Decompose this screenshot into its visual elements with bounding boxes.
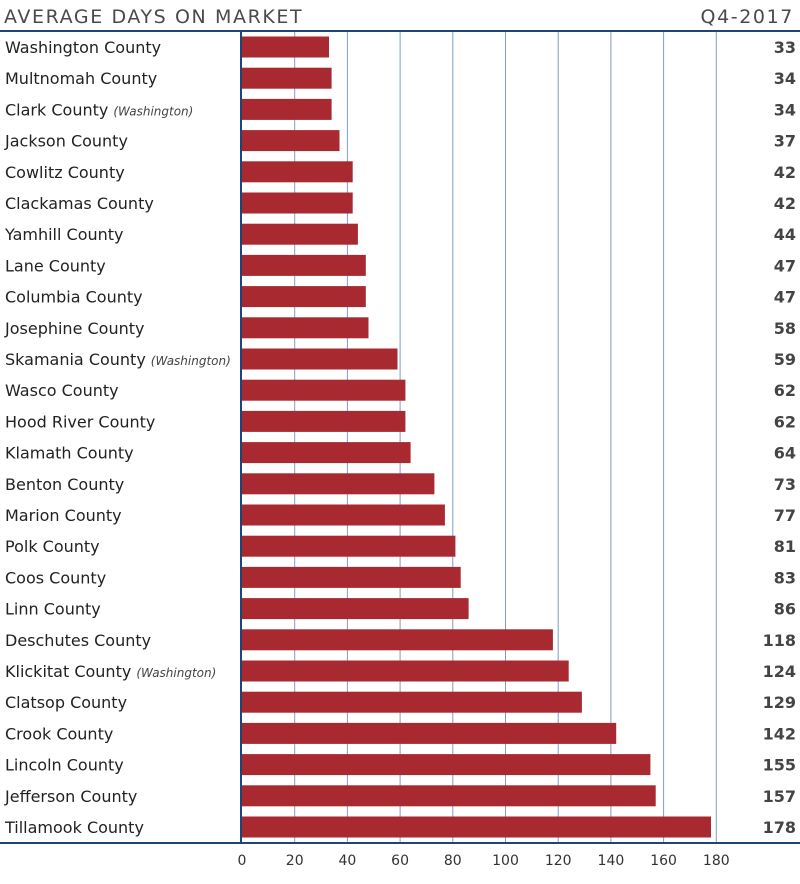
x-tick-label: 100 [492, 853, 519, 869]
bar-klickitat-county [242, 660, 569, 682]
category-note: (Washington) [136, 666, 216, 680]
category-label: Yamhill County [4, 225, 124, 244]
value-label: 124 [763, 662, 796, 681]
category-label: Clark County (Washington) [5, 100, 193, 119]
bar-wasco-county [242, 379, 406, 401]
category-labels: Washington County Multnomah County Clark C… [4, 38, 231, 837]
bar-lane-county [242, 254, 366, 276]
category-note: (Washington) [113, 104, 193, 118]
category-label: Jackson County [4, 132, 128, 151]
value-label: 62 [774, 412, 796, 431]
category-label: Multnomah County [5, 69, 157, 88]
x-tick-label: 20 [286, 853, 304, 869]
value-label: 44 [774, 225, 796, 244]
value-label: 129 [763, 693, 796, 712]
category-label: Wasco County [5, 381, 119, 400]
value-label: 58 [774, 319, 796, 338]
category-note: (Washington) [151, 354, 231, 368]
category-label: Lincoln County [5, 756, 124, 775]
value-label: 77 [774, 506, 796, 525]
value-label: 62 [774, 381, 796, 400]
category-label: Clatsop County [5, 693, 127, 712]
category-label: Marion County [5, 506, 122, 525]
value-label: 118 [763, 631, 796, 650]
x-tick-label: 0 [238, 853, 247, 869]
bar-multnomah-county [242, 67, 332, 89]
value-label: 47 [774, 288, 796, 307]
bar-benton-county [242, 473, 435, 495]
gridlines [294, 32, 717, 843]
value-label: 34 [774, 100, 796, 119]
category-label: Coos County [5, 568, 106, 587]
x-tick-label: 180 [703, 853, 730, 869]
bar-clatsop-county [242, 691, 582, 713]
category-label: Lane County [5, 256, 106, 275]
bar-deschutes-county [242, 629, 553, 651]
value-label: 34 [774, 69, 796, 88]
value-label: 86 [774, 600, 796, 619]
bar-skamania-county [242, 348, 398, 370]
category-label: Clackamas County [5, 194, 154, 213]
bar-polk-county [242, 535, 456, 557]
category-label: Cowlitz County [5, 163, 125, 182]
bar-columbia-county [242, 286, 366, 308]
category-label: Josephine County [4, 319, 144, 338]
bar-cowlitz-county [242, 161, 353, 183]
bar-marion-county [242, 504, 445, 526]
value-label: 157 [763, 787, 796, 806]
category-label: Deschutes County [5, 631, 151, 650]
x-tick-label: 80 [444, 853, 462, 869]
category-label: Skamania County (Washington) [5, 350, 231, 369]
value-label: 33 [774, 38, 796, 57]
bar-clark-county [242, 98, 332, 120]
bar-washington-county [242, 36, 329, 58]
bar-hood-river-county [242, 410, 406, 432]
x-tick-label: 160 [650, 853, 677, 869]
value-label: 73 [774, 475, 796, 494]
category-label: Crook County [5, 724, 113, 743]
bar-klamath-county [242, 442, 411, 464]
bar-clackamas-county [242, 192, 353, 214]
bar-lincoln-county [242, 754, 651, 776]
chart-period: Q4-2017 [701, 6, 794, 28]
value-label: 155 [763, 756, 796, 775]
value-label: 142 [763, 724, 796, 743]
category-label: Polk County [5, 537, 100, 556]
x-tick-label: 120 [545, 853, 572, 869]
value-label: 81 [774, 537, 796, 556]
x-tick-label: 60 [391, 853, 409, 869]
value-label: 37 [774, 132, 796, 151]
category-label: Jefferson County [4, 787, 137, 806]
bar-jackson-county [242, 130, 340, 152]
chart-title: AVERAGE DAYS ON MARKET [4, 6, 303, 28]
bar-jefferson-county [242, 785, 656, 807]
category-label: Columbia County [5, 288, 143, 307]
value-labels: 33 34 34 37 42 42 44 47 47 58 59 62 62 64 73 77 81 83 86 11… [763, 38, 796, 837]
value-label: 64 [774, 444, 796, 463]
category-label: Klamath County [5, 444, 134, 463]
x-axis-ticks: 0 20 40 60 80 100 120 140 160 180 [238, 853, 730, 869]
bars [242, 36, 711, 838]
category-label: Klickitat County (Washington) [5, 662, 216, 681]
value-label: 178 [763, 818, 796, 837]
value-label: 47 [774, 256, 796, 275]
bar-linn-county [242, 598, 469, 620]
category-label: Washington County [5, 38, 161, 57]
bar-yamhill-county [242, 223, 358, 245]
x-tick-label: 40 [338, 853, 356, 869]
bar-crook-county [242, 722, 617, 744]
bar-josephine-county [242, 317, 369, 339]
x-tick-label: 140 [598, 853, 625, 869]
bar-tillamook-county [242, 816, 711, 838]
value-label: 59 [774, 350, 796, 369]
category-label: Tillamook County [4, 818, 144, 837]
category-label: Linn County [5, 600, 101, 619]
category-label: Benton County [5, 475, 124, 494]
value-label: 42 [774, 163, 796, 182]
bar-coos-county [242, 566, 461, 588]
value-label: 42 [774, 194, 796, 213]
category-label: Hood River County [5, 412, 155, 431]
value-label: 83 [774, 568, 796, 587]
